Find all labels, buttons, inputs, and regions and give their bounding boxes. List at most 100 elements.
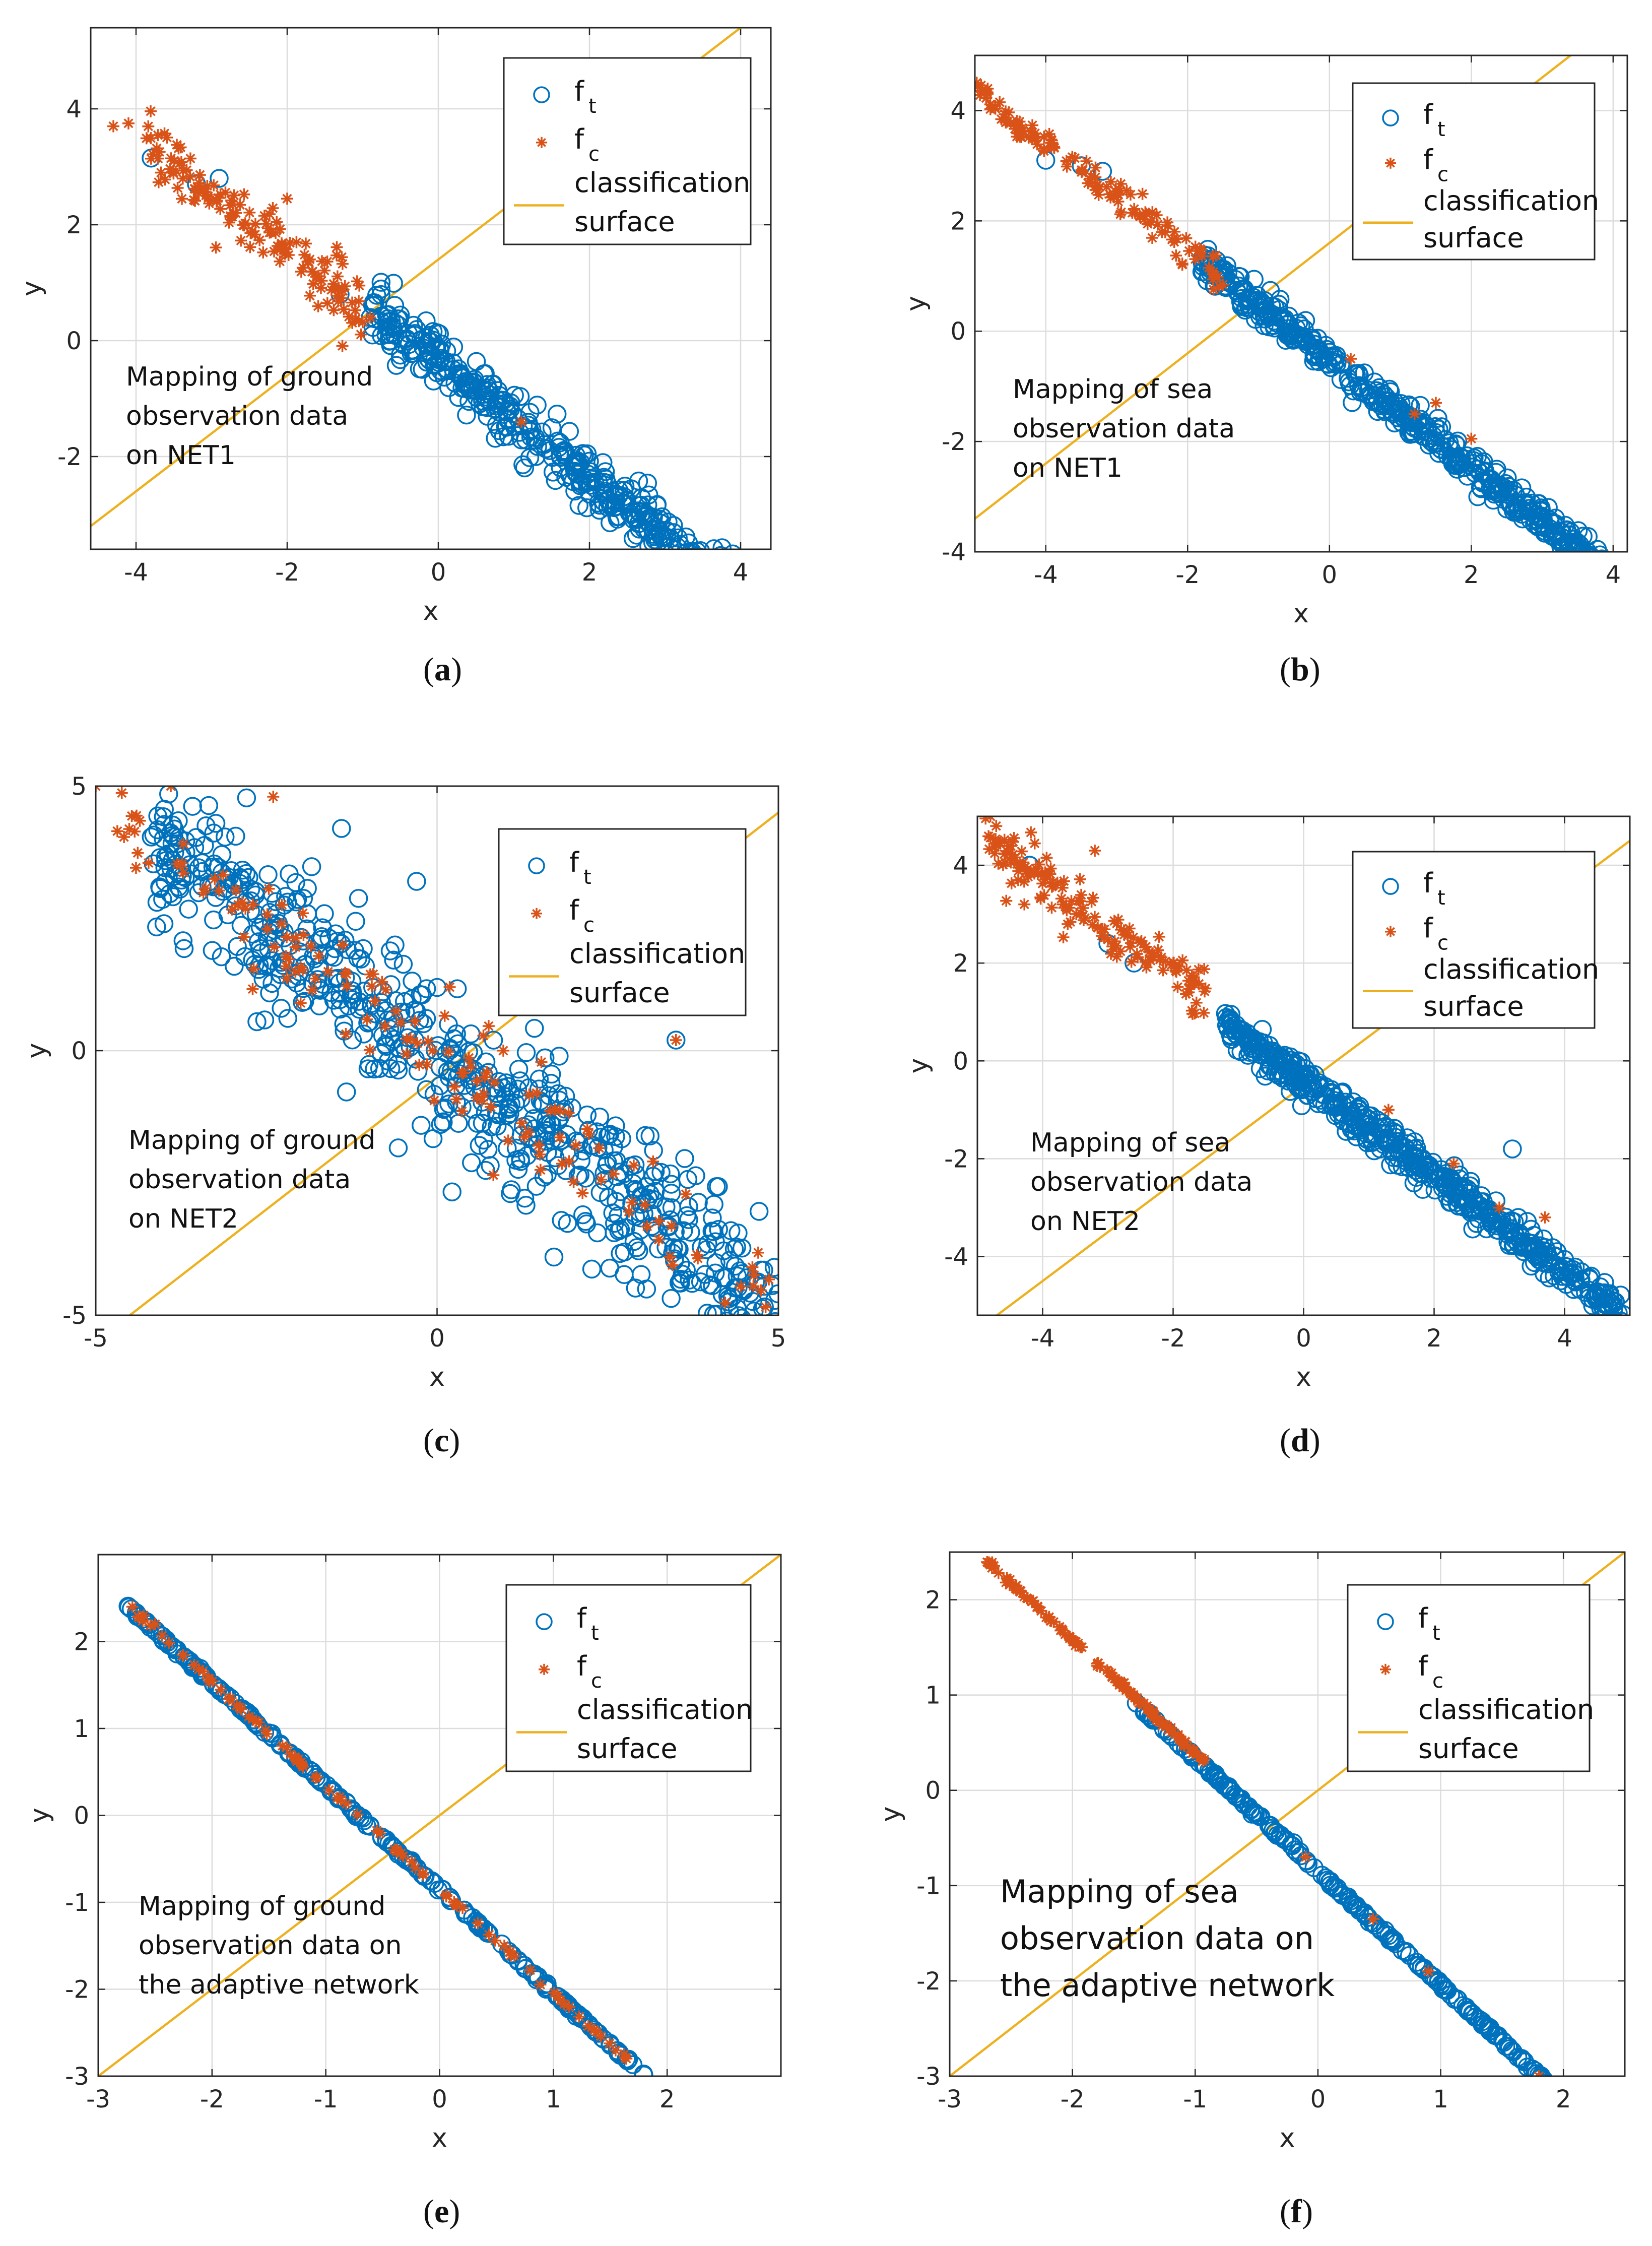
f-c-point: [173, 157, 185, 170]
legend-box: [1352, 82, 1596, 261]
f-c-point: [234, 199, 246, 211]
f-t-point: [1412, 414, 1431, 433]
f-c-point: [1089, 844, 1101, 857]
f-c-point: [1166, 233, 1178, 246]
f-t-point: [534, 1168, 554, 1187]
f-c-point: [115, 787, 128, 799]
f-t-point: [1384, 1142, 1404, 1162]
f-c-point: [331, 290, 344, 302]
f-c-point: [652, 1215, 665, 1228]
f-t-point: [682, 542, 701, 549]
f-c-point: [748, 1269, 760, 1281]
f-t-point: [651, 1163, 671, 1182]
f-t-point: [713, 546, 728, 549]
f-t-point: [287, 892, 306, 912]
f-t-point: [1453, 1177, 1473, 1196]
f-t-point: [377, 1830, 396, 1849]
f-t-point: [1371, 1921, 1391, 1940]
f-t-point: [719, 1311, 735, 1315]
f-t-point: [631, 495, 651, 515]
f-c-point: [1031, 138, 1043, 151]
f-c-point: [1043, 127, 1055, 140]
f-t-point: [715, 577, 733, 595]
legend-surface-label-2: surface: [1423, 222, 1524, 253]
f-t-point: [734, 587, 751, 604]
f-c-point: [364, 311, 376, 324]
f-c-point: [590, 2026, 603, 2038]
f-t-point: [1585, 555, 1603, 572]
f-t-point: [569, 496, 589, 515]
f-t-point: [1481, 479, 1500, 498]
f-c-point: [1005, 840, 1017, 852]
f-t-point: [464, 372, 484, 392]
f-c-point: [219, 186, 232, 199]
f-t-point: [645, 530, 665, 549]
f-c-point: [1018, 898, 1031, 911]
f-c-point: [1408, 408, 1421, 420]
f-t-point: [728, 1299, 747, 1315]
f-c-point: [498, 1940, 510, 1952]
f-c-point: [1153, 930, 1165, 943]
f-c-point: [309, 972, 321, 985]
f-t-point: [707, 1305, 726, 1315]
f-t-point: [1381, 1155, 1400, 1175]
f-t-point: [1255, 295, 1274, 314]
f-c-point: [576, 1187, 589, 1199]
f-c-point: [992, 857, 1005, 870]
f-c-point: [336, 939, 349, 951]
f-t-point: [1093, 162, 1112, 181]
f-c-point: [975, 77, 983, 89]
f-c-point: [161, 131, 173, 144]
legend-f-t-marker: [1377, 1613, 1394, 1630]
f-c-point: [1182, 986, 1195, 999]
f-c-point: [1005, 116, 1017, 129]
f-c-point: [647, 1155, 659, 1168]
f-t-point: [372, 326, 391, 346]
f-c-point: [177, 838, 190, 850]
f-t-point: [390, 305, 410, 325]
f-t-point: [332, 819, 351, 838]
f-t-point: [1448, 1990, 1468, 2009]
f-c-point: [1012, 874, 1024, 886]
f-t-point: [702, 1222, 722, 1241]
f-t-point: [617, 491, 637, 510]
f-c-point: [212, 191, 224, 204]
f-t-point: [225, 956, 244, 976]
x-tick-label: -3: [938, 2085, 962, 2113]
f-t-point: [540, 1086, 559, 1106]
y-tick-label: -4: [942, 538, 966, 566]
f-c-point: [1015, 1585, 1027, 1597]
f-c-point: [145, 105, 157, 117]
legend-surface-label-1: classification: [569, 938, 745, 970]
f-c-point: [374, 1827, 386, 1840]
f-c-point: [1065, 895, 1078, 908]
f-t-point: [768, 1312, 778, 1315]
f-t-point: [445, 373, 465, 393]
f-c-point: [1115, 206, 1128, 219]
f-c-point: [1171, 981, 1184, 993]
f-c-point: [346, 316, 359, 329]
f-c-point: [556, 1158, 568, 1170]
panel-label-close: ): [449, 1422, 460, 1459]
legend-box: [1347, 1584, 1591, 1772]
f-t-point: [215, 827, 235, 847]
f-c-point: [298, 248, 311, 261]
f-c-point: [155, 166, 167, 179]
f-t-point: [477, 398, 496, 417]
f-c-point: [1098, 931, 1110, 944]
f-t-point: [203, 858, 223, 877]
f-c-point: [554, 1994, 567, 2007]
f-c-point: [1493, 1201, 1505, 1214]
x-tick-label: -4: [124, 558, 148, 587]
f-c-point: [1100, 180, 1113, 193]
annotation-line: observation data: [1013, 414, 1235, 444]
f-t-point: [148, 820, 167, 840]
f-t-point: [1501, 494, 1521, 514]
f-t-point: [686, 1166, 705, 1185]
f-c-point: [409, 1862, 422, 1874]
f-t-point: [1511, 2048, 1531, 2068]
f-t-point: [1352, 1108, 1371, 1128]
f-t-point: [689, 1193, 708, 1212]
f-c-point: [982, 830, 995, 843]
